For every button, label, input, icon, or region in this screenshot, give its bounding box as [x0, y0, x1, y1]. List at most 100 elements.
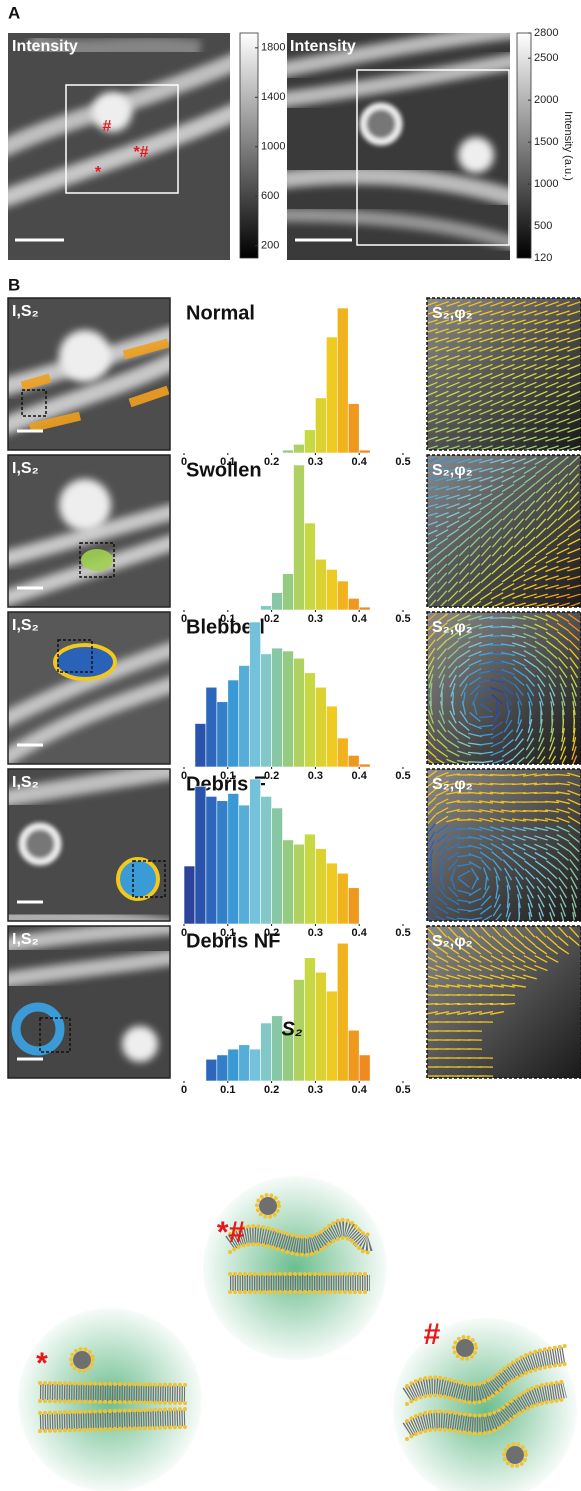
- bar: [294, 658, 305, 767]
- x-tick-label: 0.1: [220, 1084, 235, 1096]
- page: {"panel_labels":["A","B","C"], "panel_a"…: [0, 0, 581, 1491]
- bar: [184, 866, 195, 924]
- bar: [326, 569, 337, 610]
- bar: [337, 308, 348, 453]
- bar: [272, 808, 283, 924]
- x-tick-label: 0.5: [395, 1084, 410, 1096]
- bar: [228, 794, 239, 925]
- bar: [315, 687, 326, 767]
- figure: A B C IntensityIntensity#*#*180014001000…: [0, 0, 581, 1491]
- bar: [348, 404, 359, 453]
- vesicle: [73, 1351, 91, 1369]
- lipid-tails: [40, 1418, 185, 1422]
- marker: *: [95, 164, 102, 181]
- image-label: I,S₂: [12, 303, 39, 320]
- bar: [195, 786, 206, 924]
- ring: [363, 106, 399, 142]
- image: [280, 30, 520, 260]
- x-tick-label: 0.3: [308, 1084, 323, 1096]
- bar: [337, 581, 348, 610]
- blob: [92, 92, 132, 132]
- bar: [315, 398, 326, 453]
- image-label: I,S₂: [12, 617, 39, 634]
- bar: [326, 706, 337, 767]
- image: [0, 298, 180, 450]
- field-stick: [468, 762, 482, 763]
- x-tick-label: 0.3: [308, 456, 323, 468]
- blob: [122, 1026, 158, 1062]
- field-stick: [501, 618, 515, 619]
- field-stick: [457, 847, 471, 848]
- bar: [348, 598, 359, 610]
- bar: [261, 796, 272, 924]
- bar: [315, 559, 326, 610]
- field-stick: [501, 995, 515, 996]
- x-tick-label: 0.4: [352, 1084, 368, 1096]
- colorbar-tick-label: 1400: [261, 91, 285, 103]
- bar: [261, 1023, 272, 1081]
- bar: [261, 606, 272, 610]
- colorbar-title: Intensity (a.u.): [562, 111, 574, 181]
- image-label: S₂,φ₂: [432, 462, 473, 479]
- marker: *#: [217, 1216, 246, 1249]
- x-tick-label: 0: [181, 1084, 187, 1096]
- colorbar-tick-label: 1500: [534, 136, 558, 148]
- bar: [272, 648, 283, 767]
- bar: [272, 593, 283, 610]
- bar: [304, 673, 315, 767]
- image-label: Intensity: [12, 38, 78, 55]
- vesicle: [259, 1197, 277, 1215]
- image: [0, 769, 180, 929]
- image: [0, 33, 240, 260]
- bar: [359, 450, 370, 453]
- colorbar-tick-label: 200: [261, 240, 279, 252]
- colorbar-tick-label: 2000: [534, 94, 558, 106]
- vesicle: [456, 1339, 474, 1357]
- x-tick-label: 0.5: [395, 770, 410, 782]
- field-stick: [457, 838, 471, 839]
- bar: [294, 444, 305, 453]
- image: [0, 455, 180, 607]
- panel-label: B: [8, 275, 20, 294]
- bar: [294, 844, 305, 924]
- bar: [337, 738, 348, 767]
- bar: [283, 450, 294, 453]
- image-label: S₂,φ₂: [432, 619, 473, 636]
- bar: [283, 651, 294, 767]
- bar: [206, 687, 217, 767]
- field-stick: [442, 867, 443, 881]
- overlay: [81, 549, 113, 571]
- bar: [326, 337, 337, 453]
- lipid-tails: [40, 1392, 185, 1394]
- x-tick-label: 0.2: [264, 456, 279, 468]
- bar: [206, 1059, 217, 1081]
- bar: [359, 1055, 370, 1081]
- glow: [203, 1176, 387, 1360]
- bar: [261, 654, 272, 767]
- colorbar-tick-label: 120: [534, 252, 552, 264]
- blob: [458, 137, 494, 173]
- marker: #: [424, 1318, 441, 1351]
- bar: [283, 574, 294, 610]
- diagram: [18, 1308, 202, 1491]
- x-axis-label: S₂: [282, 1018, 303, 1040]
- bar: [217, 1055, 228, 1081]
- x-tick-label: 0.5: [395, 613, 410, 625]
- x-tick-label: 0.4: [352, 770, 368, 782]
- colorbar-tick-label: 1000: [261, 141, 285, 153]
- colorbar-tick-label: 2500: [534, 52, 558, 64]
- bar: [348, 755, 359, 767]
- bar: [326, 863, 337, 924]
- bar: [239, 805, 250, 924]
- bar: [217, 801, 228, 924]
- image-label: I,S₂: [12, 460, 39, 477]
- bar: [359, 607, 370, 610]
- x-tick-label: 0.5: [395, 927, 410, 939]
- field-stick: [490, 663, 504, 664]
- bar: [294, 465, 305, 610]
- chart-title: Swollen: [186, 459, 262, 481]
- vesicle: [506, 1446, 524, 1464]
- chart-title: Normal: [186, 302, 255, 324]
- colorbar-tick-label: 1800: [261, 42, 285, 54]
- image: [0, 612, 180, 764]
